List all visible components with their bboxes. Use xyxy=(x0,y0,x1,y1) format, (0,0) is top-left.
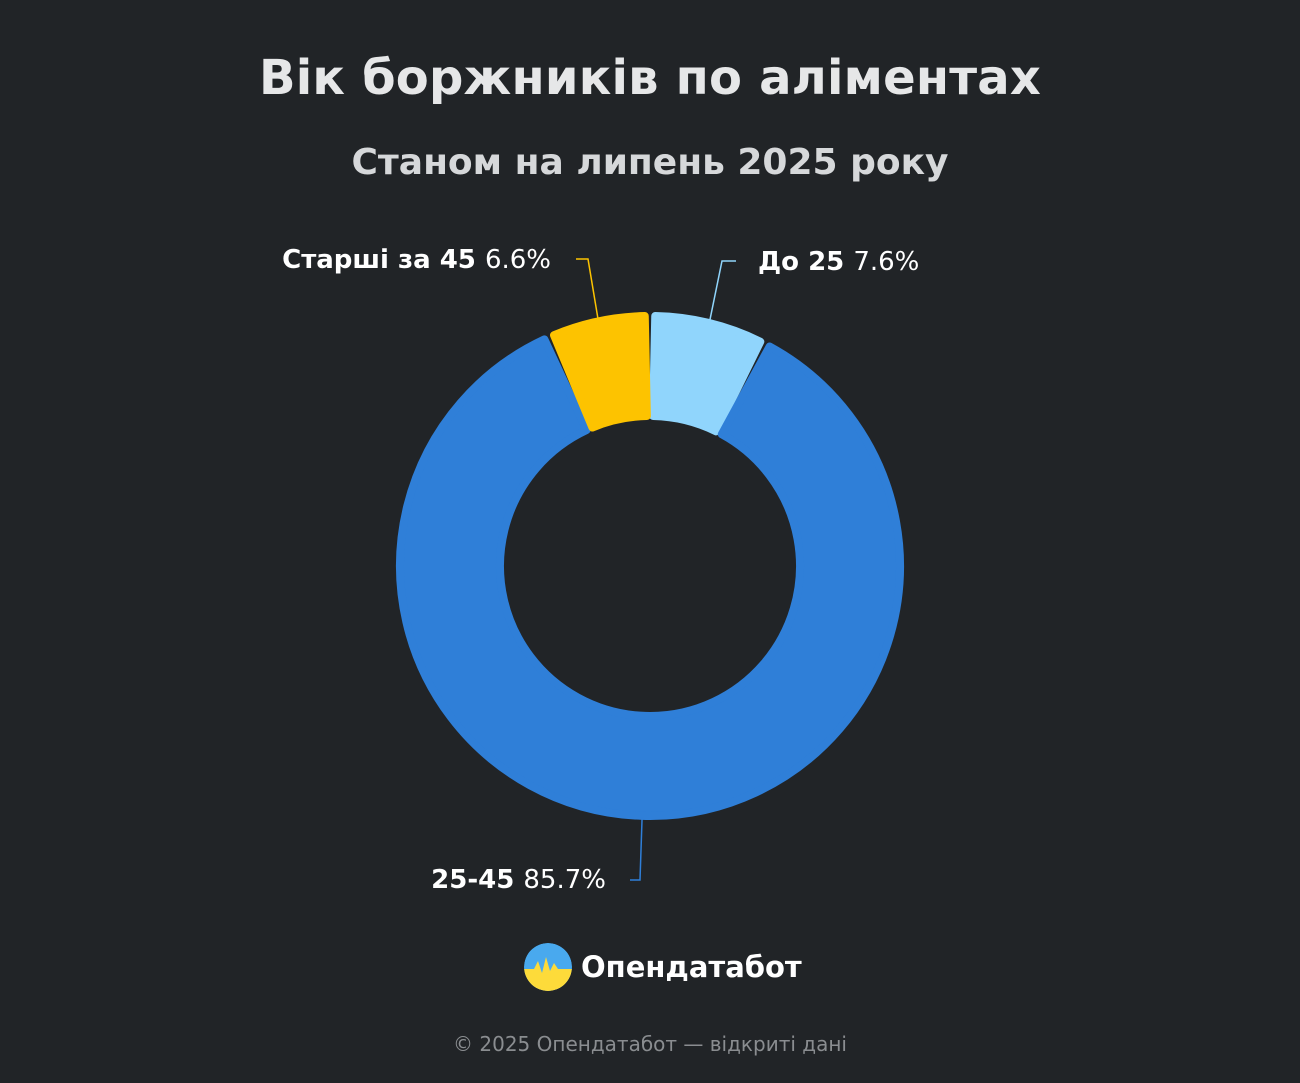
footer-copyright: © 2025 Опендатабот — відкриті дані xyxy=(453,1032,847,1056)
slice-connector-0 xyxy=(708,260,736,322)
opendatabot-logo-icon xyxy=(524,943,572,991)
donut-slice-2 xyxy=(549,312,651,432)
slice-label-1: 25-45 85.7% xyxy=(431,865,606,895)
slice-label-2: Старші за 45 6.6% xyxy=(282,245,551,275)
slice-label-name: До 25 xyxy=(758,247,853,277)
donut-slice-1 xyxy=(396,335,904,820)
brand: Опендатабот xyxy=(524,943,802,991)
chart-subtitle: Станом на липень 2025 року xyxy=(351,142,949,183)
slice-label-name: Старші за 45 xyxy=(282,245,485,275)
slice-label-value: 85.7% xyxy=(523,865,606,895)
slice-label-name: 25-45 xyxy=(431,865,523,895)
brand-name: Опендатабот xyxy=(581,950,802,984)
slice-connector-1 xyxy=(630,817,643,881)
donut-slice-0 xyxy=(649,312,765,436)
slice-connector-2 xyxy=(576,258,599,320)
chart-title: Вік боржників по аліментах xyxy=(258,50,1042,106)
slice-label-0: До 25 7.6% xyxy=(758,247,919,277)
slice-label-value: 6.6% xyxy=(485,245,551,275)
slice-label-value: 7.6% xyxy=(853,247,919,277)
